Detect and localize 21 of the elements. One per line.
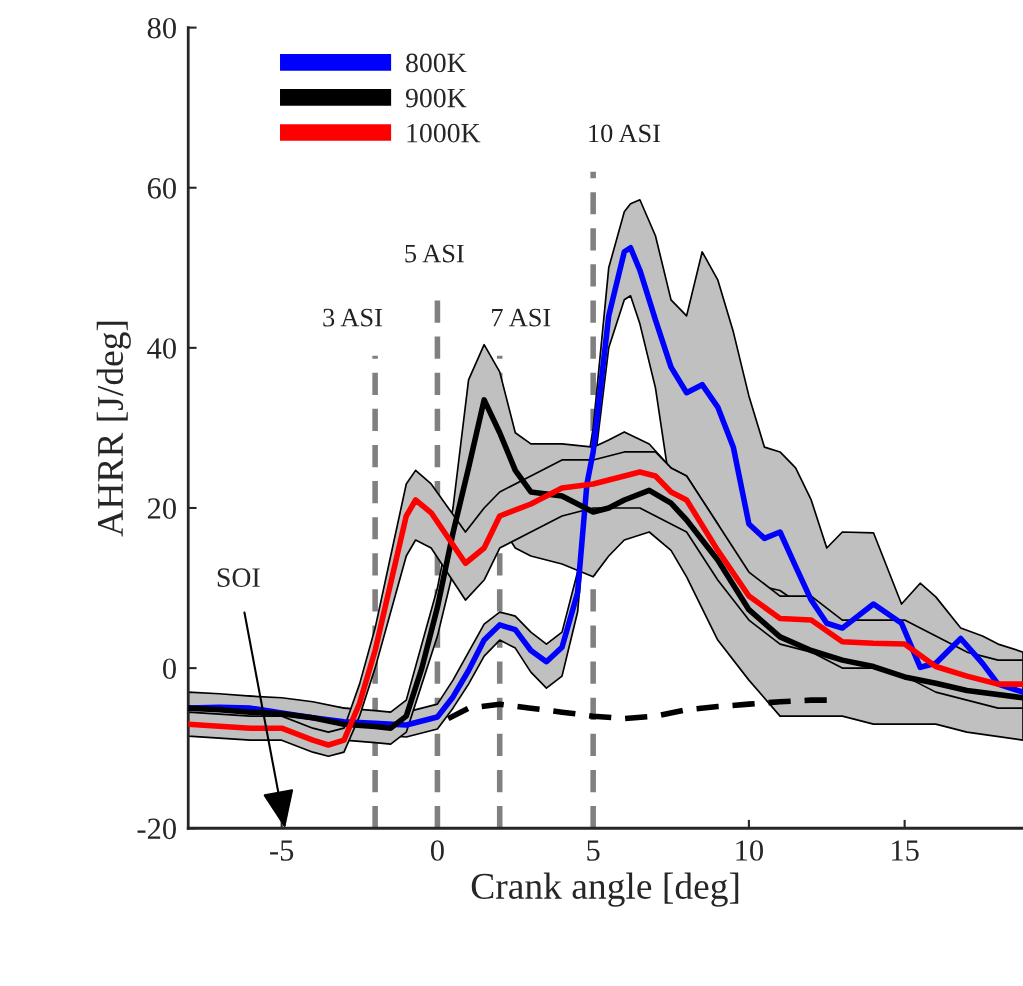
x-axis-title: Crank angle [deg]	[471, 872, 739, 907]
x-tick-label: 0	[430, 840, 444, 861]
legend-label: 900K	[405, 88, 467, 108]
y-tick-label: 20	[147, 498, 176, 519]
legend-label: 800K	[406, 53, 467, 73]
ref-line-label: 10 ASI	[589, 124, 661, 143]
y-axis-title: AHRR [J/deg]	[96, 321, 131, 537]
ref-line-label: 7 ASI	[492, 308, 551, 327]
ref-line-label: 5 ASI	[405, 244, 464, 263]
legend-label: 1000K	[407, 123, 481, 143]
x-tick-label: 5	[587, 840, 600, 861]
ref-line-label: 3 ASI	[323, 308, 382, 327]
y-tick-label: -20	[137, 818, 176, 840]
y-tick-label: 0	[163, 658, 176, 680]
y-tick-label: 80	[147, 17, 176, 39]
x-tick-label: 15	[892, 840, 919, 861]
y-tick-label: 60	[147, 178, 176, 199]
x-tick-label: 10	[736, 840, 764, 861]
y-tick-label: 40	[147, 338, 176, 359]
annotation: SOI	[217, 568, 260, 587]
x-tick-label: -5	[270, 840, 294, 861]
